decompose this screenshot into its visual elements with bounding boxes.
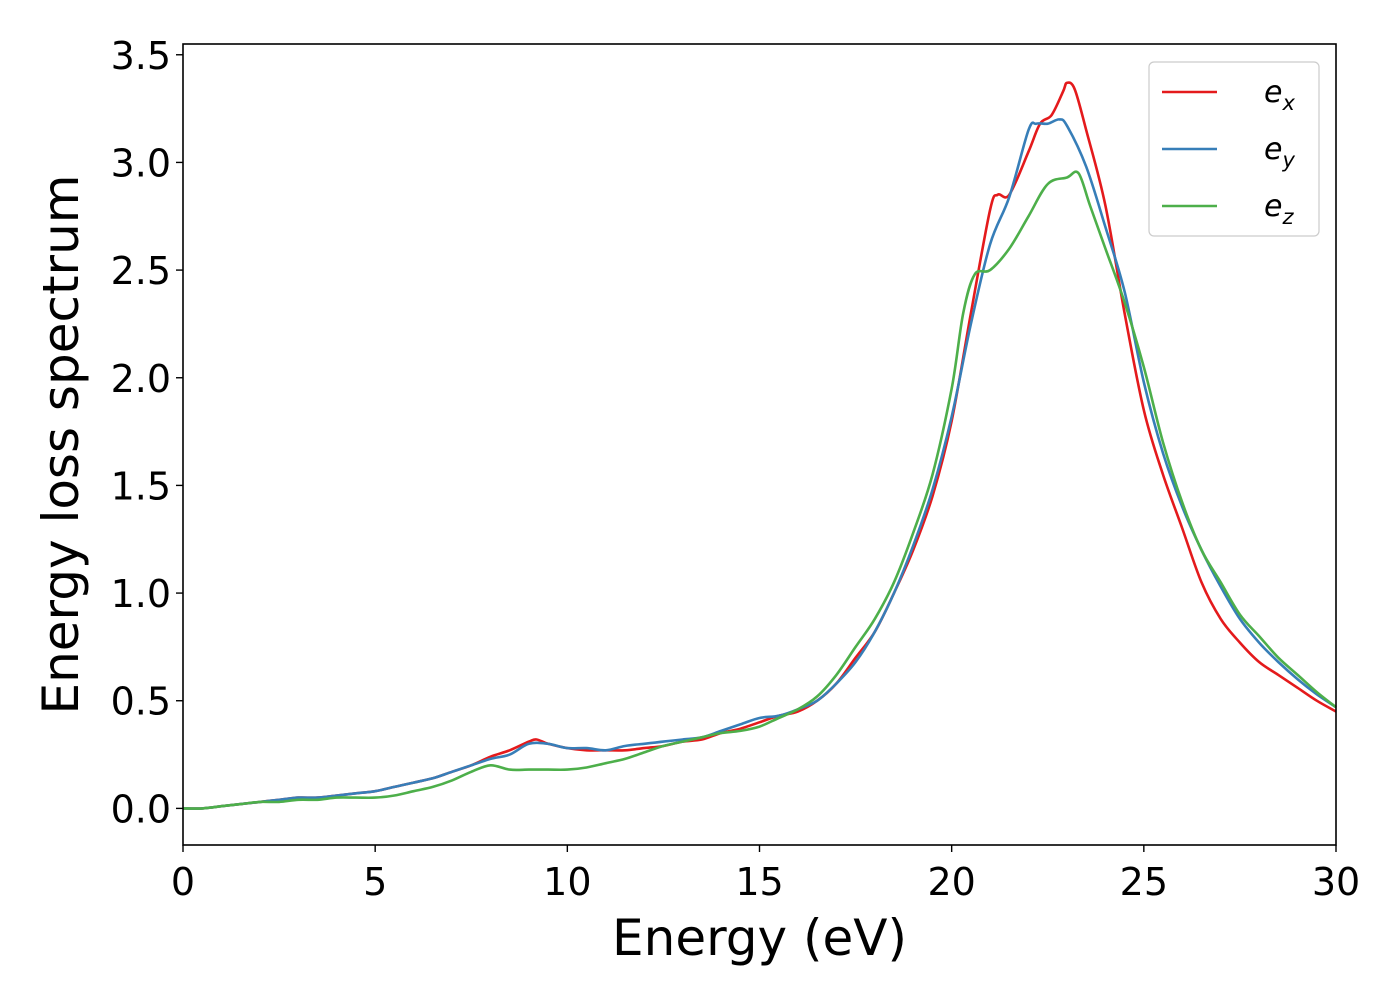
y-tick-label: 2.0 [111, 357, 171, 401]
x-tick-label: 10 [543, 860, 591, 904]
y-tick-label: 1.5 [111, 464, 171, 508]
x-tick-label: 5 [363, 860, 387, 904]
y-tick-label: 3.0 [111, 141, 171, 185]
y-axis: 0.0 0.5 1.0 1.5 2.0 2.5 3.0 3.5 [111, 34, 183, 831]
y-axis-title: Energy loss spectrum [32, 174, 90, 714]
legend: ex ey ez [1148, 61, 1320, 237]
y-tick-label: 0.5 [111, 680, 171, 724]
legend-box [1148, 61, 1320, 237]
y-tick-label: 3.5 [111, 34, 171, 78]
legend-label-x: ex [1264, 75, 1295, 115]
y-tick-label: 0.0 [111, 787, 171, 831]
legend-label-y: ey [1264, 132, 1295, 172]
x-tick-label: 25 [1120, 860, 1168, 904]
y-tick-label: 2.5 [111, 249, 171, 293]
x-axis: 0 5 10 15 20 25 30 [171, 845, 1360, 904]
series-line-z [182, 170, 1337, 810]
x-tick-label: 20 [927, 860, 975, 904]
x-tick-label: 30 [1312, 860, 1360, 904]
x-axis-title: Energy (eV) [612, 909, 907, 967]
series-layer [182, 81, 1337, 810]
legend-label-z: ez [1264, 189, 1294, 229]
y-tick-label: 1.0 [111, 572, 171, 616]
x-tick-label: 15 [735, 860, 783, 904]
x-tick-label: 0 [171, 860, 195, 904]
